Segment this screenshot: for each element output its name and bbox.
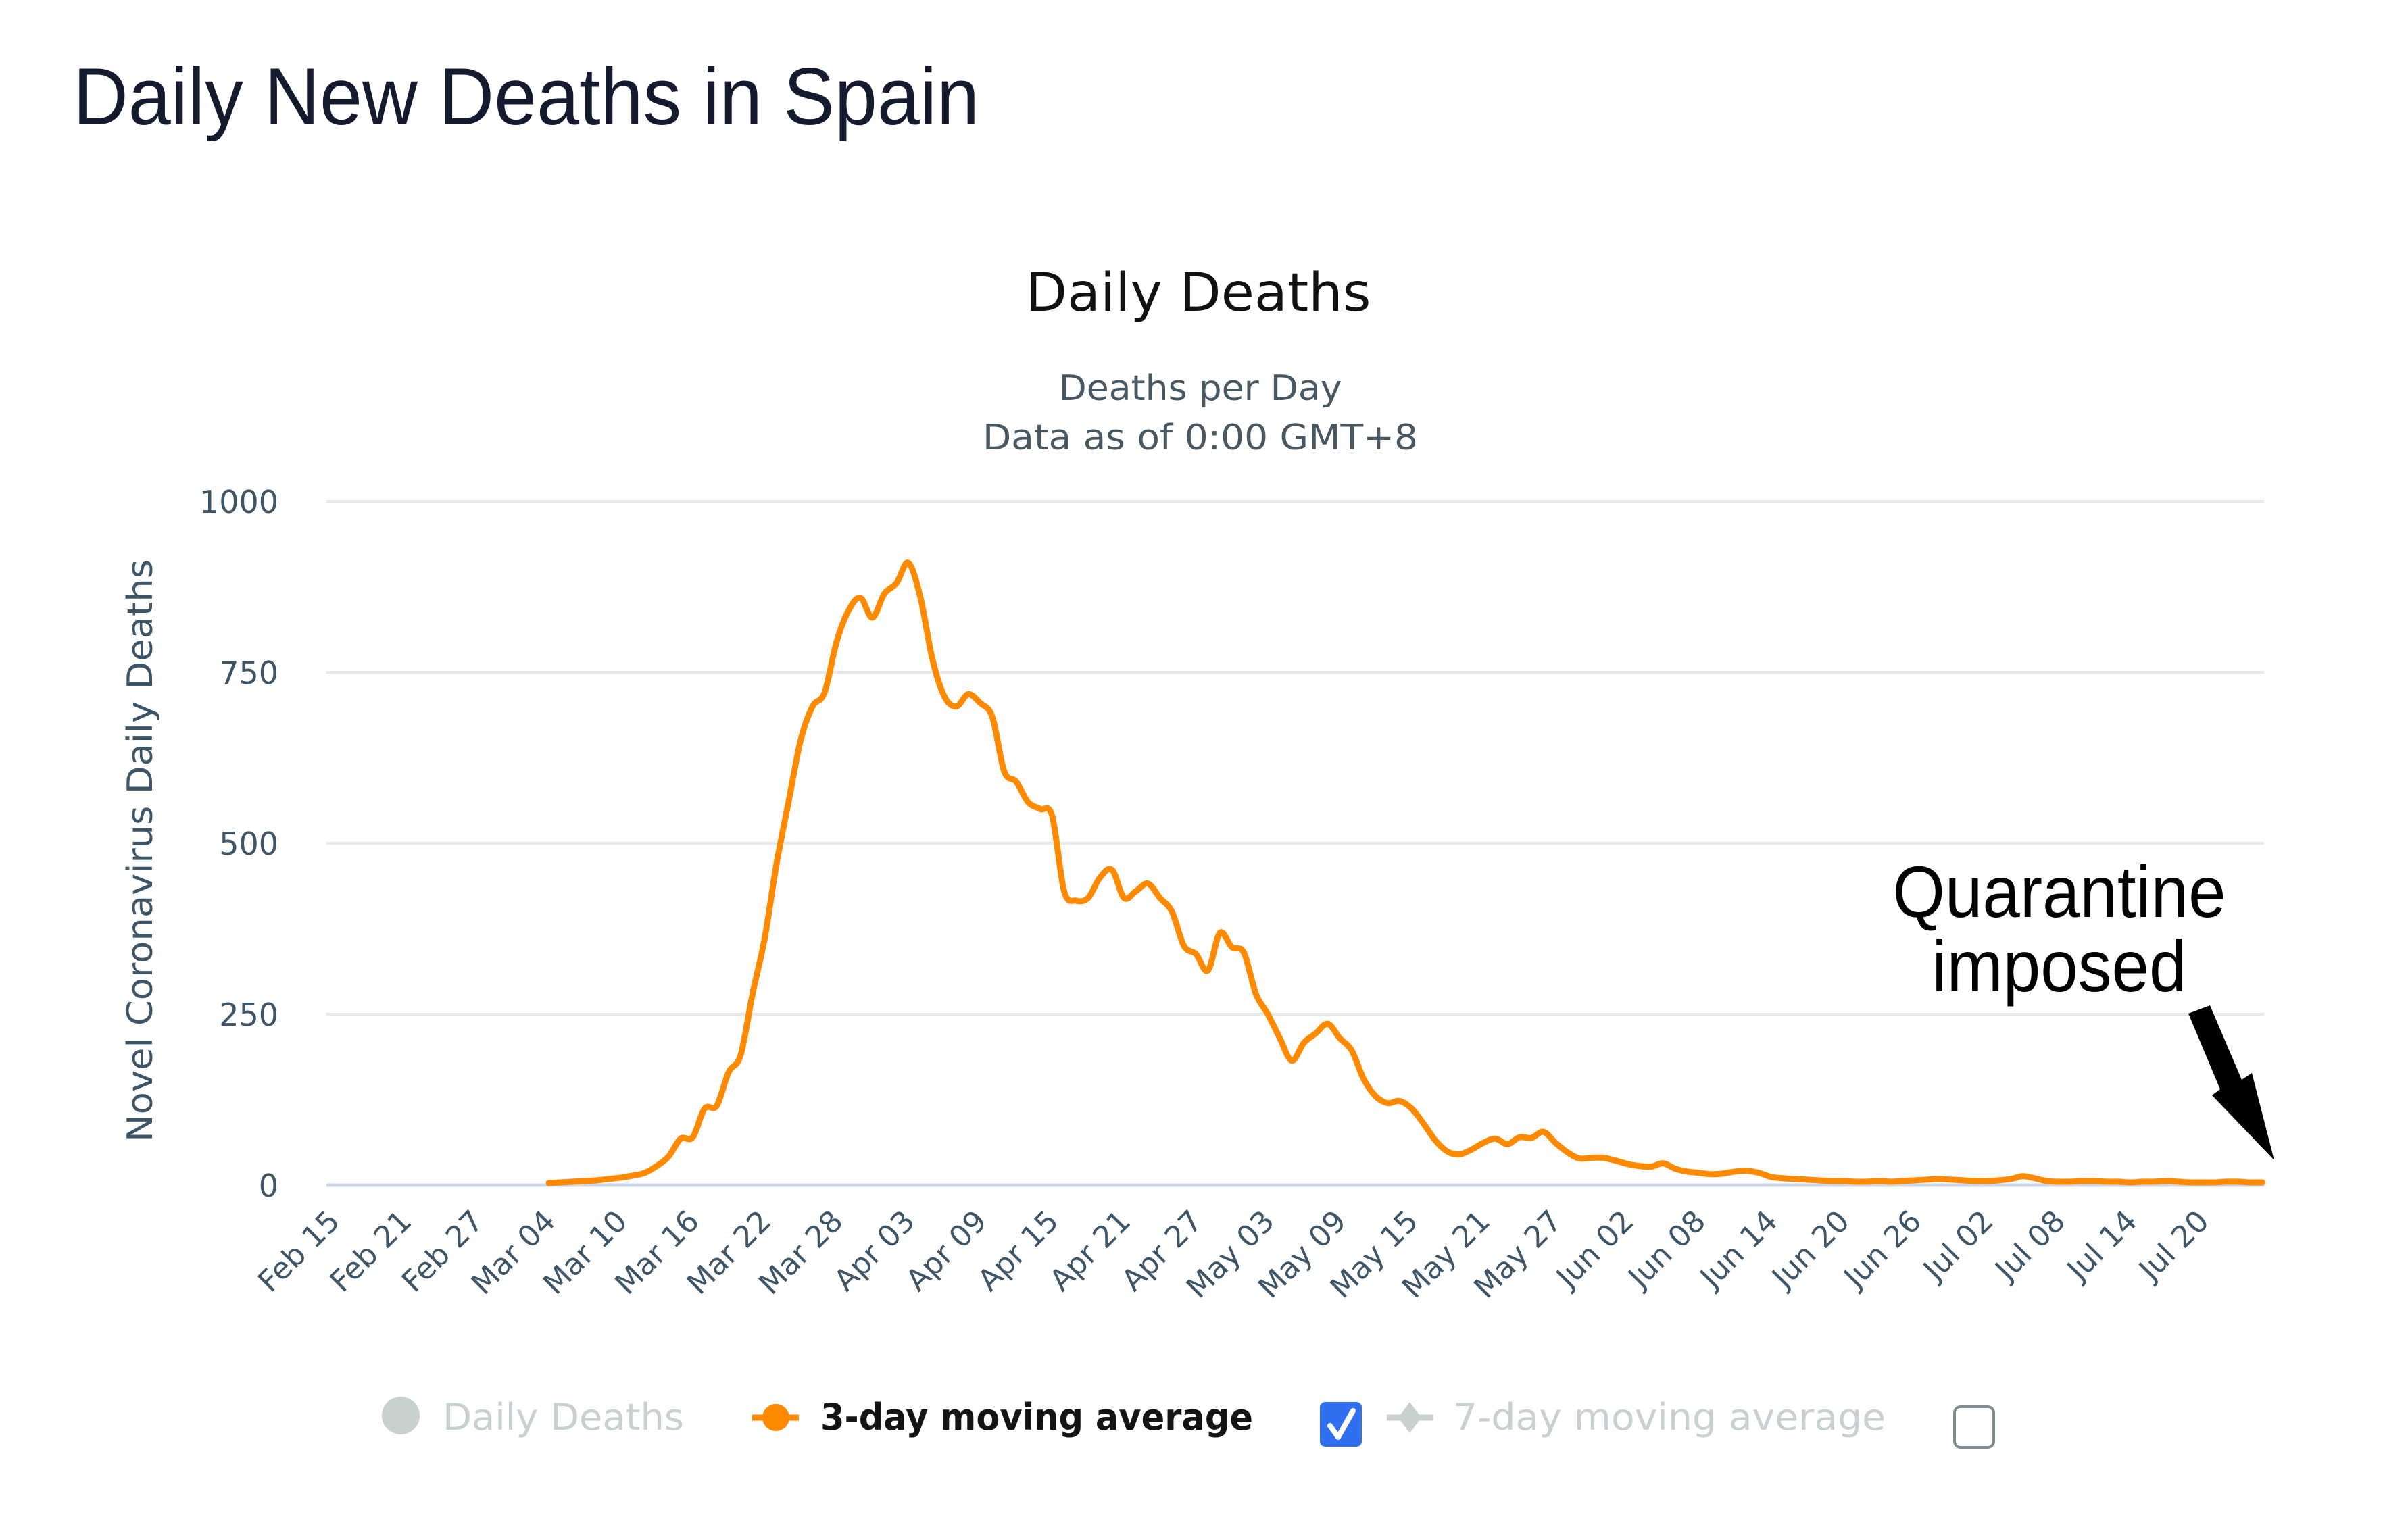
- y-tick-label: 0: [259, 1168, 278, 1204]
- x-tick-label: Apr 15: [971, 1204, 1065, 1298]
- x-tick-label: Jun 20: [1764, 1204, 1856, 1296]
- x-tick-label: Jun 08: [1621, 1204, 1713, 1296]
- chart-subtitle-line2: Data as of 0:00 GMT+8: [983, 418, 1418, 458]
- checkbox-unchecked[interactable]: [1953, 1405, 1995, 1449]
- chart-title: Daily Deaths: [1026, 263, 1371, 324]
- checkbox-7-day-moving-average[interactable]: [1953, 1405, 1995, 1449]
- legend-label: Daily Deaths: [443, 1396, 684, 1439]
- legend-marker-circle-icon: [382, 1397, 420, 1434]
- checkmark-icon: [1327, 1408, 1356, 1440]
- annotation: Quarantine imposed: [1893, 851, 2274, 1160]
- x-tick-label: Jul 02: [1915, 1204, 2000, 1289]
- x-tick-label: Apr 21: [1043, 1204, 1137, 1298]
- y-gridlines: [326, 500, 2264, 1016]
- x-tick-label: Feb 21: [324, 1204, 419, 1299]
- checkbox-3-day-moving-average[interactable]: [1320, 1402, 1362, 1447]
- x-tick-label: Apr 09: [900, 1204, 993, 1298]
- checkbox-checked[interactable]: [1320, 1402, 1362, 1447]
- legend-item-daily-deaths[interactable]: Daily Deaths: [382, 1396, 684, 1439]
- y-tick-label: 750: [219, 655, 278, 691]
- legend-marker-circle-icon: [762, 1404, 789, 1431]
- x-tick-label: Jun 14: [1692, 1204, 1784, 1296]
- legend-item-7-day-moving-average[interactable]: 7-day moving average: [1387, 1396, 1886, 1439]
- legend: Daily Deaths 3-day moving average 7-day …: [382, 1396, 1995, 1449]
- down-right-arrow-icon: [2188, 1005, 2274, 1160]
- x-tick-label: Jul 08: [1988, 1204, 2072, 1289]
- legend-label: 3-day moving average: [820, 1396, 1253, 1439]
- annotation-line1: Quarantine: [1893, 851, 2226, 932]
- legend-item-3-day-moving-average[interactable]: 3-day moving average: [752, 1396, 1253, 1439]
- x-tick-label: Jun 02: [1548, 1204, 1640, 1296]
- page-title: Daily New Deaths in Spain: [73, 51, 979, 142]
- x-tick-label: Apr 03: [827, 1204, 921, 1298]
- legend-marker-diamond-icon: [1398, 1402, 1421, 1433]
- y-tick-label: 1000: [199, 484, 278, 520]
- x-tick-label: Jun 26: [1836, 1204, 1928, 1296]
- y-tick-label: 500: [219, 826, 278, 862]
- x-tick-label: Feb 15: [251, 1204, 347, 1299]
- legend-label: 7-day moving average: [1453, 1396, 1886, 1439]
- y-axis-labels: 0 250 500 750 1000: [199, 484, 278, 1204]
- annotation-line2: imposed: [1932, 925, 2187, 1007]
- y-axis-title: Novel Coronavirus Daily Deaths: [120, 559, 161, 1142]
- y-tick-label: 250: [219, 997, 278, 1033]
- series-line-3-day-moving-average[interactable]: [545, 559, 2265, 1186]
- chart-subtitle-line1: Deaths per Day: [1059, 368, 1342, 409]
- x-tick-label: Jul 14: [2059, 1204, 2144, 1289]
- x-tick-label: Jul 20: [2131, 1204, 2215, 1289]
